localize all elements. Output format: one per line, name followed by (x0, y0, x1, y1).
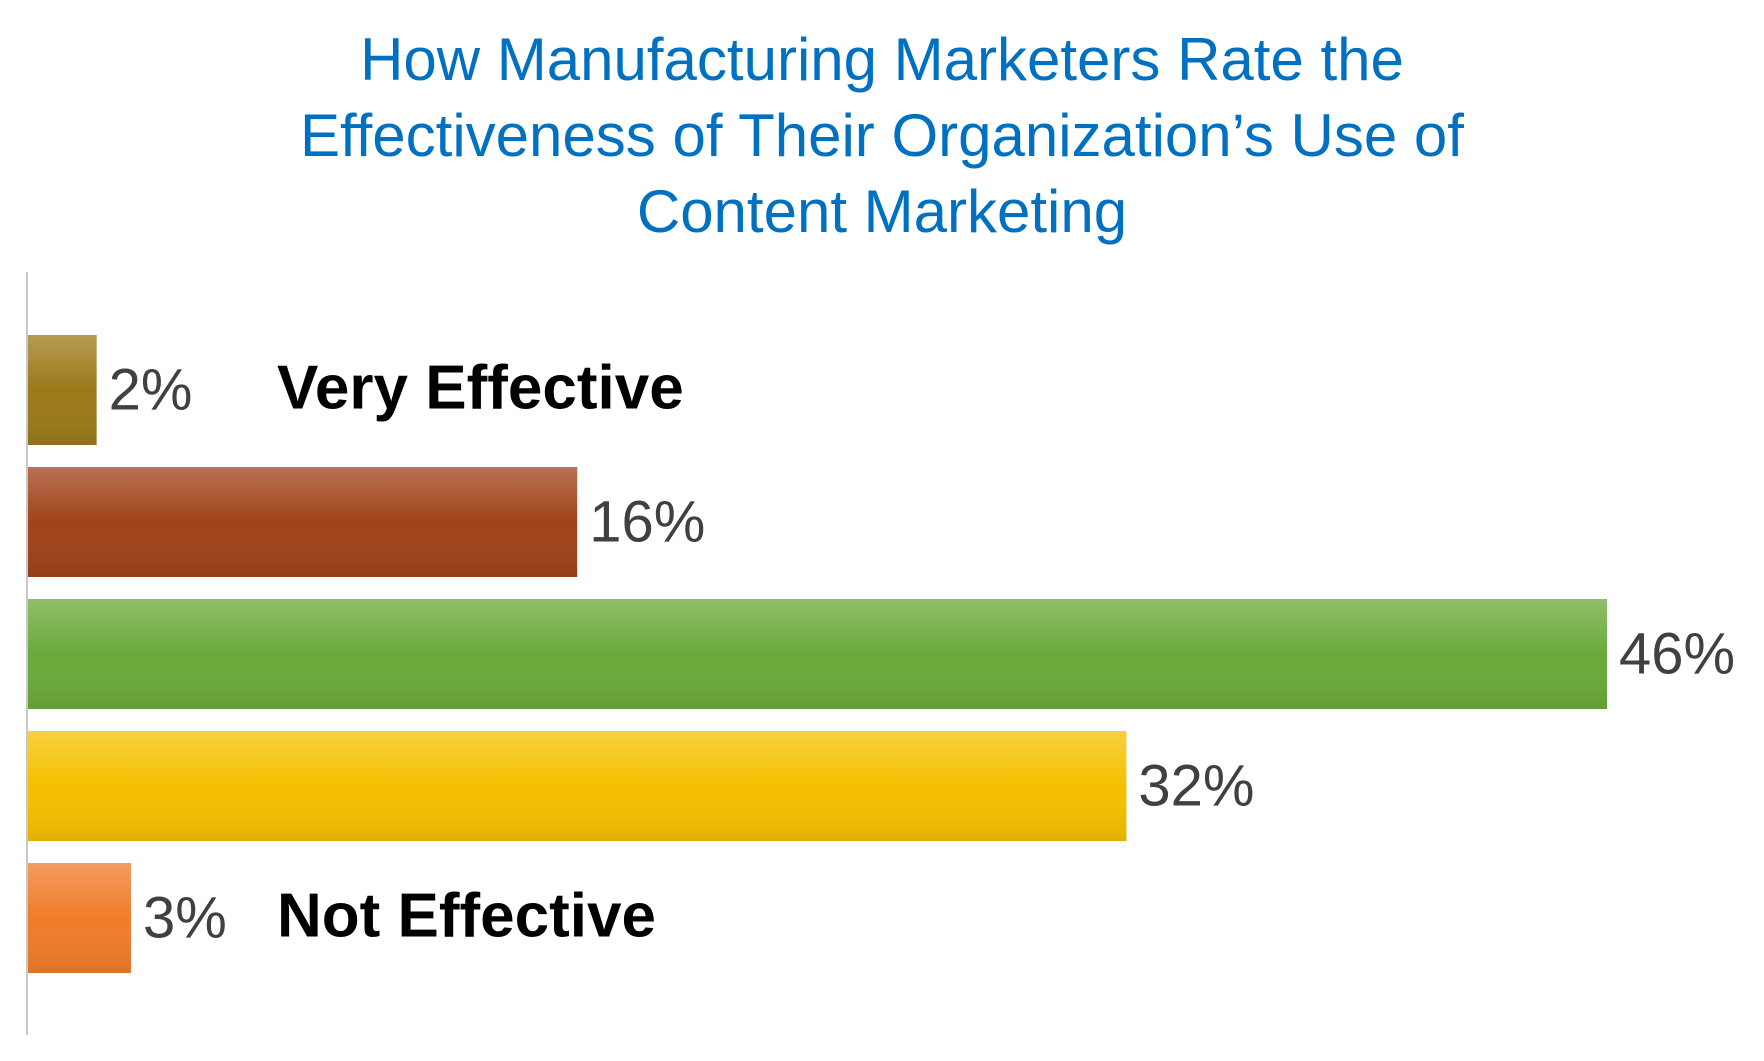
bar-shade (28, 863, 131, 973)
value-label: 46% (1619, 621, 1735, 686)
title-wrap: How Manufacturing Marketers Rate the Eff… (0, 22, 1764, 250)
bar-shade (28, 467, 578, 577)
bar-shade (28, 731, 1127, 841)
chart-title: How Manufacturing Marketers Rate the Eff… (300, 26, 1464, 245)
value-label: 16% (589, 489, 705, 554)
value-label: 32% (1138, 753, 1254, 818)
bar-shade (28, 335, 97, 445)
value-label: 3% (143, 885, 227, 950)
bar-shade (28, 599, 1607, 709)
category-label: Not Effective (277, 881, 656, 950)
category-label: Very Effective (277, 353, 684, 422)
value-label: 2% (109, 357, 193, 422)
